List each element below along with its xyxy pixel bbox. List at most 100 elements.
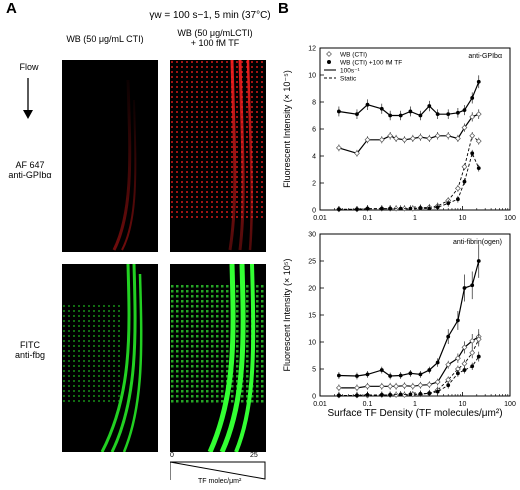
chart2-point xyxy=(455,371,460,376)
chart2-xtick-label: 1 xyxy=(413,401,417,408)
chart1-xtick-label: 1 xyxy=(413,215,417,222)
chart2-point xyxy=(355,374,359,378)
chart1-point xyxy=(354,150,360,157)
chart2-ytick-label: 20 xyxy=(308,286,316,293)
flow-label: Flow xyxy=(19,62,39,72)
scale-label: TF molec/μm² xyxy=(198,478,242,485)
chart2-point xyxy=(365,393,370,397)
chart2-ytick-label: 0 xyxy=(312,394,316,401)
column-header-tf-line1: WB (50 μg/mLCTI) xyxy=(177,28,253,38)
chart2-point xyxy=(446,383,451,388)
panel-a-letter: A xyxy=(6,0,17,17)
column-header-tf-line2: + 100 fM TF xyxy=(190,38,240,48)
chart2-point xyxy=(336,385,342,391)
chart1-point xyxy=(337,109,341,114)
chart2-ytick-label: 30 xyxy=(308,232,316,239)
chart1-point xyxy=(409,135,416,142)
chart2-point xyxy=(462,286,467,290)
legend-marker-filled xyxy=(327,60,331,64)
chart1-point xyxy=(461,163,468,170)
chart2-point xyxy=(462,368,467,372)
chart2-point xyxy=(435,360,440,365)
chart1-point xyxy=(445,132,452,139)
chart1-point xyxy=(337,207,341,212)
chart1-point xyxy=(427,104,432,108)
chart2-xtick-label: 100 xyxy=(504,401,516,408)
row-label-gpib-line2: anti-GPIbα xyxy=(8,170,52,180)
chart1-ytick-label: 0 xyxy=(312,208,316,215)
chart1-ylabel: Fluorescent Intensity (× 10⁻⁵) xyxy=(282,70,292,188)
legend-label: Static xyxy=(340,76,357,83)
chart2-point xyxy=(354,385,360,391)
chart1-point xyxy=(455,110,460,115)
chart1-point xyxy=(364,136,371,143)
chart1-series-line xyxy=(338,113,480,154)
chart1-ytick-label: 12 xyxy=(308,46,316,53)
chart2-point xyxy=(476,354,481,359)
chart1-point xyxy=(388,206,393,211)
chart1-point xyxy=(408,206,413,211)
micrograph-fbg-tf xyxy=(170,264,266,452)
chart1-point xyxy=(426,135,433,142)
chart2-point xyxy=(379,368,384,372)
scale-min: 0 xyxy=(170,452,174,459)
chart1-point xyxy=(379,106,384,111)
chart2-point xyxy=(470,283,475,288)
legend-label: WB (CTI) xyxy=(340,52,367,59)
chart2-point xyxy=(408,371,413,376)
chart1-point xyxy=(475,138,482,145)
chart2-point xyxy=(418,391,423,396)
chart2-frame xyxy=(319,233,511,397)
chart1-point xyxy=(398,206,403,211)
chart2-point xyxy=(434,379,441,385)
row-label-fbg-line1: FITC xyxy=(20,340,40,350)
chart1-point xyxy=(365,102,370,107)
chart1-xtick-label: 0.1 xyxy=(363,215,373,222)
chart2-point xyxy=(418,372,423,377)
column-header-cti: WB (50 μg/mL CTI) xyxy=(66,34,144,44)
chart2-point xyxy=(398,392,403,397)
x-axis-label: Surface TF Density (TF molecules/μm²) xyxy=(327,408,503,419)
chart1-annotation: anti-GPIbα xyxy=(468,53,502,60)
micrograph-gpib-tf xyxy=(170,60,266,252)
row-label-fbg-line2: anti-fbg xyxy=(14,350,46,360)
chart1-point xyxy=(476,79,481,84)
chart1-point xyxy=(455,135,461,142)
chart1-point xyxy=(470,96,475,100)
chart1-ytick-label: 10 xyxy=(308,73,316,80)
chart2-point xyxy=(469,338,476,344)
chart2-xtick-label: 10 xyxy=(459,401,467,408)
chart2-point xyxy=(387,383,394,390)
chart1-point xyxy=(398,113,403,118)
chart2-point xyxy=(378,383,385,390)
chart2-annotation: anti-fibrin(ogen) xyxy=(453,239,502,246)
chart1-point xyxy=(336,145,342,151)
chart2-xtick-label: 0.1 xyxy=(363,401,373,408)
chart1-ytick-label: 8 xyxy=(312,100,316,107)
chart1-point xyxy=(475,111,482,118)
chart1-point xyxy=(355,207,359,212)
chart2-point xyxy=(409,383,416,390)
flow-condition-title: γw = 100 s−1, 5 min (37°C) xyxy=(149,10,271,21)
chart2-ytick-label: 15 xyxy=(308,313,316,320)
chart1-point xyxy=(446,112,451,117)
panel-b-letter: B xyxy=(278,0,289,17)
scale-wedge xyxy=(170,461,266,480)
micrograph-fbg-cti xyxy=(62,264,158,452)
chart1-xtick-label: 0.01 xyxy=(313,215,327,222)
chart1-point xyxy=(378,136,385,143)
legend-label: 100s⁻¹ xyxy=(340,68,361,75)
flow-arrow-icon xyxy=(23,78,33,119)
chart1-point xyxy=(408,109,413,114)
chart2-point xyxy=(455,355,461,362)
chart1-point xyxy=(387,132,394,139)
chart1-ytick-label: 4 xyxy=(312,154,316,161)
chart2-point xyxy=(417,382,424,389)
chart1-point xyxy=(455,197,460,202)
chart2-series-line xyxy=(338,336,480,389)
chart2-point xyxy=(445,361,452,368)
chart1-point xyxy=(355,112,359,117)
chart1-point xyxy=(435,205,440,210)
chart1-point xyxy=(401,136,408,143)
